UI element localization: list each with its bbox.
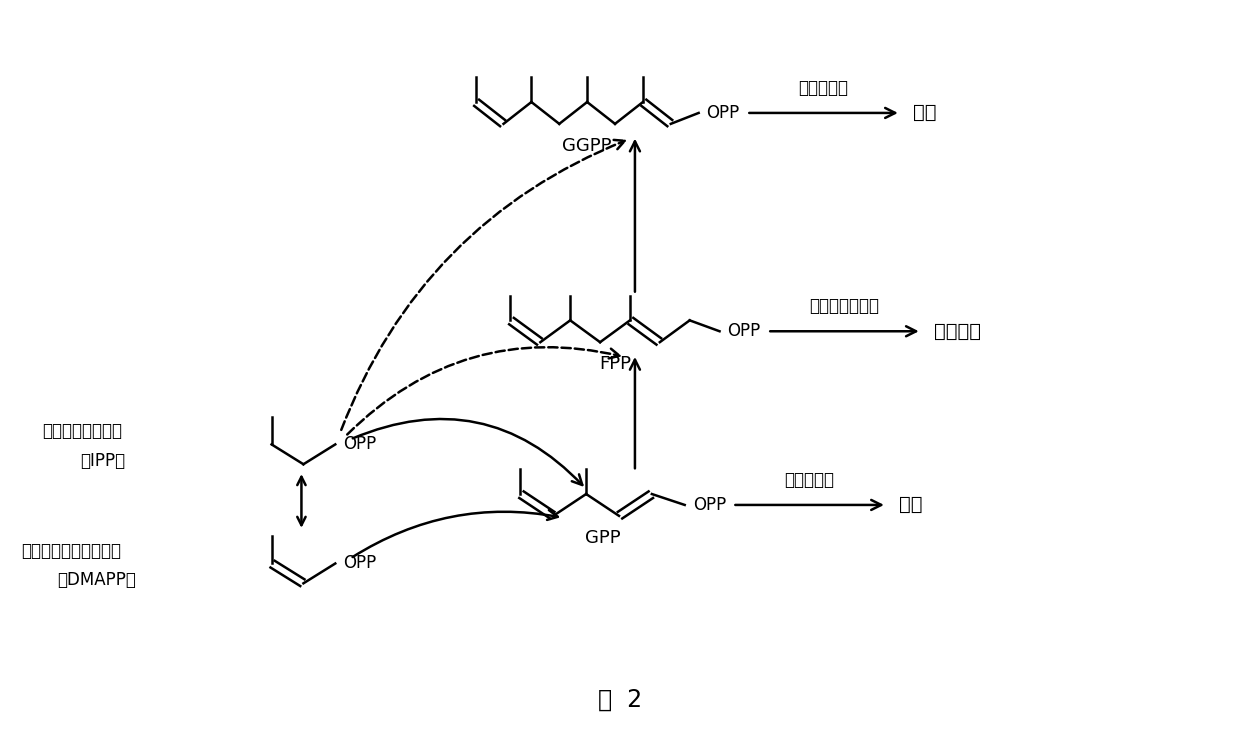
Text: （IPP）: （IPP） [81,452,125,470]
Text: GPP: GPP [585,529,620,547]
Text: 倍半萜烯: 倍半萜烯 [934,322,981,341]
Text: 双萜: 双萜 [913,103,936,122]
Text: OPP: OPP [707,104,740,122]
Text: OPP: OPP [728,322,761,340]
Text: FPP: FPP [599,355,631,373]
Text: GGPP: GGPP [563,137,611,154]
Text: OPP: OPP [343,554,377,572]
Text: OPP: OPP [693,496,725,514]
Text: （DMAPP）: （DMAPP） [57,572,136,589]
Text: 图  2: 图 2 [598,687,642,712]
Text: 倍半萜烯环化酶: 倍半萜烯环化酶 [810,297,879,315]
Text: 单萜环化酶: 单萜环化酶 [785,471,835,489]
Text: 异戊烯基二磷酸酯: 异戊烯基二磷酸酯 [42,422,123,441]
Text: OPP: OPP [343,436,377,453]
Text: 双萜环化酶: 双萜环化酶 [799,79,848,97]
Text: 二甲基烯丙基二磷酸酯: 二甲基烯丙基二磷酸酯 [21,542,120,559]
Text: 单萜: 单萜 [899,496,923,515]
